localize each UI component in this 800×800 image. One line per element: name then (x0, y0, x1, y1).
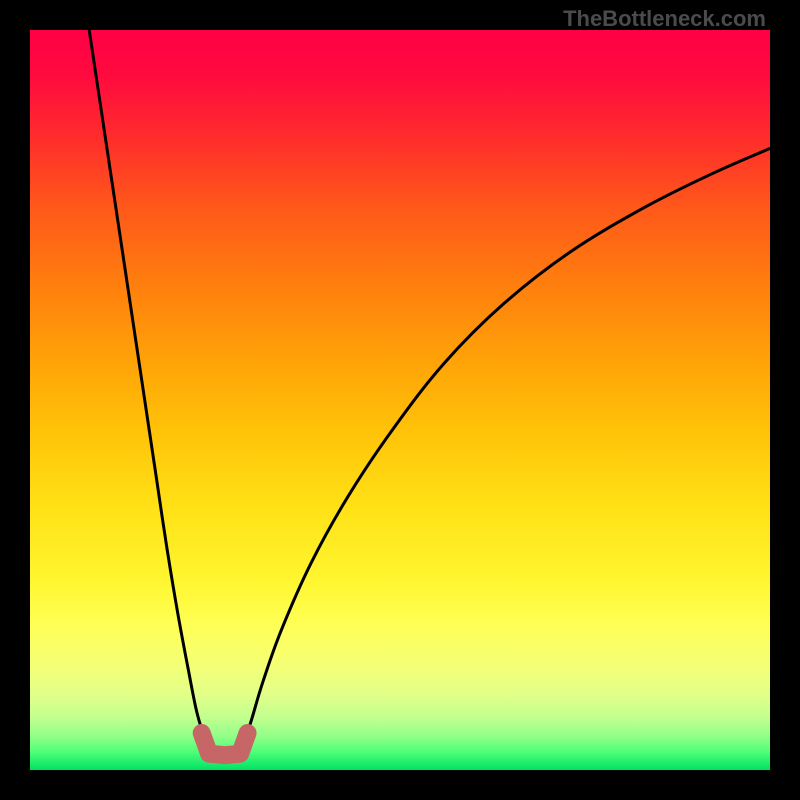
plot-area (30, 30, 770, 770)
curve-right-branch (246, 148, 770, 736)
bottom-u-marker (202, 733, 248, 755)
curve-left-branch (89, 30, 204, 737)
watermark-text: TheBottleneck.com (563, 6, 766, 32)
curve-overlay (30, 30, 770, 770)
